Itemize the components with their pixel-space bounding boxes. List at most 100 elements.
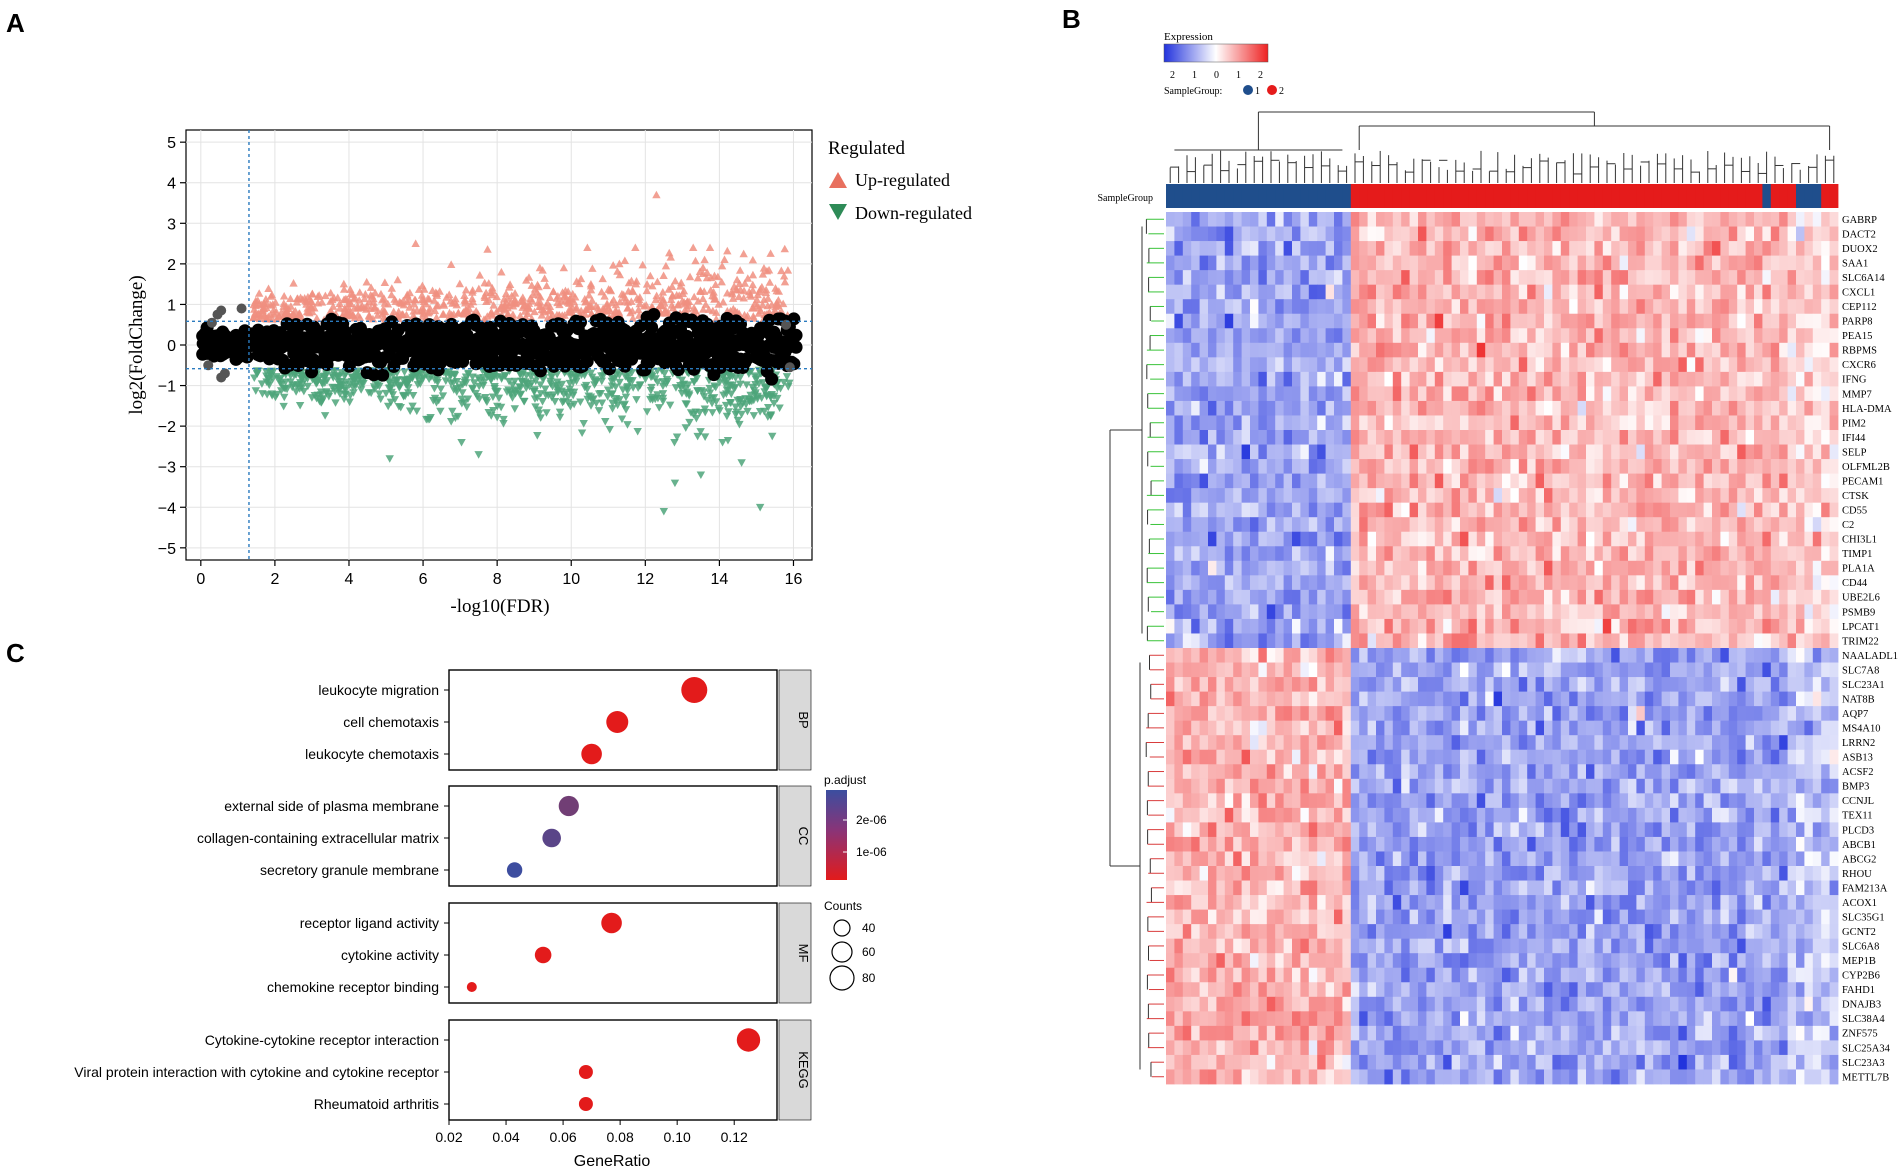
heatmap-cell	[1703, 328, 1713, 344]
up-regulated-point	[308, 290, 317, 298]
sample-group-annotation-cell	[1166, 184, 1175, 208]
down-regulated-point	[462, 379, 471, 387]
heatmap-cell	[1594, 212, 1604, 227]
down-regulated-point	[672, 433, 682, 442]
heatmap-cell	[1191, 488, 1200, 504]
heatmap-cell	[1409, 633, 1419, 649]
heatmap-cell	[1191, 400, 1200, 416]
heatmap-cell	[1527, 313, 1536, 329]
heatmap-cell	[1300, 589, 1310, 605]
heatmap-cell	[1308, 589, 1318, 605]
down-regulated-point	[510, 405, 520, 413]
heatmap-cell	[1703, 342, 1713, 358]
heatmap-cell	[1367, 386, 1377, 402]
heatmap-cell	[1493, 575, 1503, 591]
heatmap-cell	[1594, 284, 1604, 300]
heatmap-cell	[1166, 459, 1175, 474]
heatmap-cell	[1619, 560, 1629, 576]
volcano-ytick-label: −5	[158, 541, 176, 558]
heatmap-cell	[1376, 531, 1385, 547]
heatmap-cell	[1829, 560, 1839, 576]
heatmap-cell	[1468, 459, 1478, 474]
heatmap-cell	[1367, 328, 1377, 344]
heatmap-cell	[1518, 575, 1528, 591]
heatmap-cell	[1812, 502, 1822, 518]
heatmap-cell	[1602, 531, 1612, 547]
heatmap-colorbar-tick: 2	[1170, 70, 1175, 81]
down-regulated-point	[347, 378, 357, 386]
up-regulated-point	[449, 310, 458, 318]
up-regulated-point	[560, 292, 570, 301]
heatmap-cell	[1493, 459, 1503, 474]
heatmap-cell	[1703, 502, 1713, 518]
heatmap-cell	[1334, 517, 1343, 533]
heatmap-cell	[1476, 270, 1486, 286]
heatmap-cell	[1644, 255, 1654, 271]
heatmap-cell	[1443, 560, 1452, 576]
heatmap-cell	[1544, 400, 1553, 416]
heatmap-cell	[1712, 270, 1721, 286]
heatmap-cell	[1266, 284, 1276, 300]
heatmap-cell	[1350, 575, 1360, 591]
heatmap-cell	[1283, 560, 1293, 576]
heatmap-cell	[1224, 531, 1234, 547]
heatmap-cell	[1191, 459, 1200, 474]
heatmap-cell	[1737, 459, 1746, 474]
heatmap-cell	[1266, 517, 1276, 533]
down-regulated-point	[322, 388, 331, 396]
heatmap-cell	[1644, 241, 1654, 256]
heatmap-cell	[1821, 502, 1830, 518]
heatmap-cell	[1166, 589, 1175, 605]
heatmap-cell	[1434, 517, 1444, 533]
heatmap-cell	[1434, 255, 1444, 271]
heatmap-cell	[1182, 241, 1192, 256]
heatmap-cell	[1367, 444, 1377, 460]
down-regulated-point	[416, 380, 425, 388]
heatmap-cell	[1451, 488, 1461, 504]
heatmap-cell	[1754, 604, 1763, 620]
heatmap-cell	[1182, 473, 1192, 489]
heatmap-cell	[1796, 255, 1805, 271]
heatmap-cell	[1728, 546, 1738, 562]
up-regulated-point	[667, 301, 677, 309]
heatmap-cell	[1560, 342, 1570, 358]
heatmap-cell	[1250, 328, 1259, 344]
heatmap-cell	[1292, 430, 1301, 445]
heatmap-cell	[1191, 241, 1200, 256]
heatmap-cell	[1468, 560, 1478, 576]
heatmap-cell	[1401, 226, 1410, 242]
heatmap-cell	[1359, 357, 1368, 373]
heatmap-cell	[1216, 502, 1226, 518]
up-regulated-point	[484, 295, 494, 304]
heatmap-cell	[1409, 386, 1419, 402]
heatmap-cell	[1292, 604, 1301, 620]
heatmap-cell	[1174, 473, 1184, 489]
heatmap-cell	[1460, 255, 1469, 271]
up-regulated-point	[739, 293, 748, 302]
heatmap-cell	[1762, 328, 1772, 344]
heatmap-cell	[1476, 473, 1486, 489]
heatmap-cell	[1476, 430, 1486, 445]
heatmap-cell	[1502, 255, 1511, 271]
sample-group-annotation-cell	[1292, 184, 1301, 208]
up-regulated-point	[549, 287, 558, 296]
heatmap-cell	[1350, 430, 1360, 445]
heatmap-cell	[1754, 212, 1763, 227]
up-regulated-point	[639, 301, 649, 310]
heatmap-cell	[1258, 415, 1268, 431]
heatmap-cell	[1653, 560, 1662, 576]
heatmap-cell	[1216, 517, 1226, 533]
heatmap-cell	[1728, 488, 1738, 504]
heatmap-cell	[1317, 604, 1326, 620]
heatmap-cell	[1745, 299, 1755, 315]
heatmap-cell	[1812, 575, 1822, 591]
heatmap-cell	[1619, 430, 1629, 445]
heatmap-cell	[1653, 517, 1662, 533]
heatmap-cell	[1392, 255, 1402, 271]
heatmap-cell	[1350, 226, 1360, 242]
heatmap-cell	[1443, 284, 1452, 300]
heatmap-cell	[1401, 313, 1410, 329]
down-regulated-point	[715, 378, 724, 387]
heatmap-cell	[1258, 546, 1268, 562]
heatmap-cell	[1619, 444, 1629, 460]
